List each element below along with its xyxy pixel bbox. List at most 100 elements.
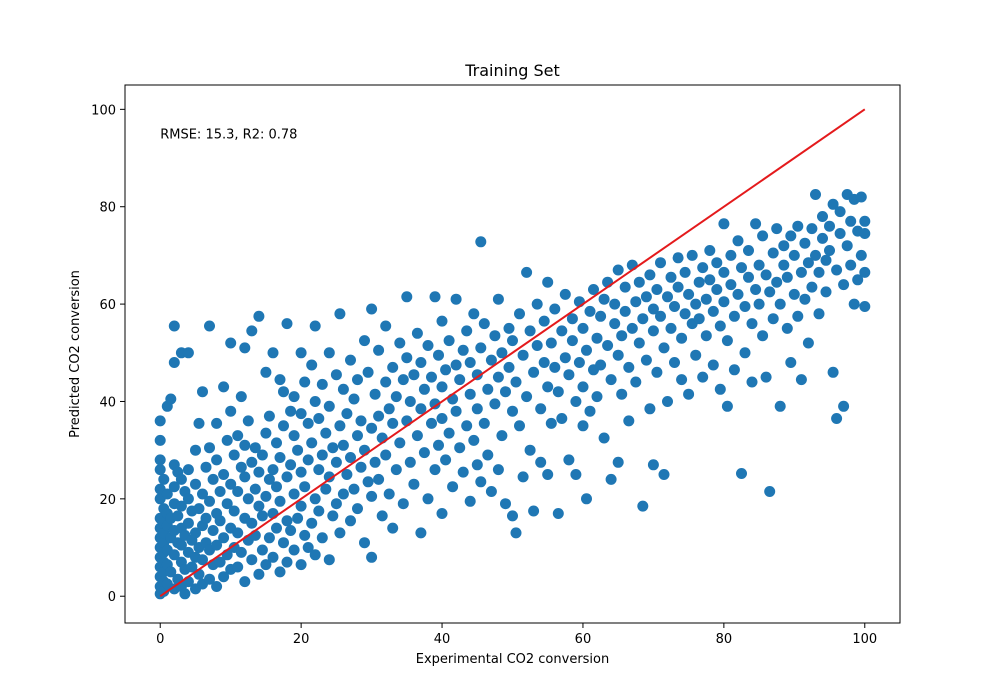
data-point xyxy=(633,276,645,288)
data-point xyxy=(235,391,247,403)
data-point xyxy=(158,473,170,485)
data-point xyxy=(337,383,349,395)
data-point xyxy=(827,198,839,210)
data-point xyxy=(489,330,501,342)
data-point xyxy=(295,466,307,478)
data-point xyxy=(200,512,212,524)
data-point xyxy=(788,249,800,261)
data-point xyxy=(334,527,346,539)
data-point xyxy=(193,417,205,429)
y-tick-label: 40 xyxy=(99,395,116,410)
data-point xyxy=(309,396,321,407)
data-point xyxy=(323,347,335,359)
data-point xyxy=(595,310,607,322)
data-point xyxy=(225,337,237,349)
data-point xyxy=(341,469,353,480)
data-point xyxy=(838,400,850,412)
x-tick-label: 60 xyxy=(575,632,592,647)
data-point xyxy=(404,396,416,407)
data-point xyxy=(450,405,462,417)
data-point xyxy=(390,464,402,476)
data-point xyxy=(563,454,575,466)
data-point xyxy=(503,361,515,373)
data-point xyxy=(507,405,518,417)
data-point xyxy=(207,525,219,536)
data-point xyxy=(306,359,318,371)
data-point xyxy=(616,330,628,342)
data-point xyxy=(475,476,487,488)
data-point xyxy=(316,532,328,544)
data-point xyxy=(771,276,783,288)
data-point xyxy=(461,325,473,337)
data-point xyxy=(313,505,325,517)
data-point xyxy=(369,388,381,400)
data-point xyxy=(263,473,275,485)
data-point xyxy=(662,396,673,407)
data-point xyxy=(285,405,297,417)
data-point xyxy=(510,376,522,388)
x-axis-ticks: 0 20 40 60 80 100 xyxy=(156,623,877,647)
data-point xyxy=(464,357,476,368)
y-tick-label: 100 xyxy=(91,103,116,118)
data-point xyxy=(334,308,346,320)
data-point xyxy=(718,296,730,308)
data-point xyxy=(450,293,462,305)
metrics-annotation: RMSE: 15.3, R2: 0.78 xyxy=(160,128,297,143)
data-point xyxy=(182,464,194,476)
data-point xyxy=(820,254,832,266)
data-point xyxy=(267,551,279,563)
data-point xyxy=(824,245,835,256)
data-point xyxy=(655,310,666,322)
data-point xyxy=(774,400,786,412)
data-point xyxy=(834,228,846,239)
data-point xyxy=(380,376,392,388)
data-point xyxy=(707,359,719,371)
data-point xyxy=(658,469,670,480)
data-point xyxy=(218,532,230,544)
data-point xyxy=(595,359,607,371)
data-point xyxy=(489,398,501,410)
data-point xyxy=(728,364,740,376)
data-point xyxy=(514,308,525,320)
data-point xyxy=(859,301,871,312)
data-point xyxy=(278,537,289,549)
data-point xyxy=(253,568,265,580)
data-point xyxy=(204,495,215,507)
data-point xyxy=(725,249,737,261)
data-point xyxy=(577,322,589,334)
data-point xyxy=(669,357,680,368)
data-point xyxy=(366,551,378,563)
data-point xyxy=(559,288,571,300)
data-point xyxy=(288,544,300,556)
data-point xyxy=(401,291,413,303)
data-point xyxy=(204,320,215,332)
data-point xyxy=(186,561,198,573)
data-point xyxy=(394,337,406,349)
data-point xyxy=(612,264,624,276)
data-point xyxy=(500,498,511,510)
data-point xyxy=(190,444,201,456)
data-point xyxy=(767,247,779,259)
data-point xyxy=(584,305,596,317)
data-point xyxy=(566,335,578,347)
data-point xyxy=(454,442,466,454)
data-point xyxy=(721,400,733,412)
data-point xyxy=(299,529,311,541)
data-point xyxy=(397,374,409,386)
data-point xyxy=(207,473,219,485)
data-point xyxy=(743,271,754,283)
data-point xyxy=(704,274,716,286)
data-point xyxy=(806,281,818,293)
data-point xyxy=(387,522,399,534)
data-point xyxy=(299,376,311,388)
data-point xyxy=(500,386,511,398)
data-point xyxy=(197,488,208,500)
data-point xyxy=(256,510,268,522)
data-point xyxy=(714,320,726,332)
data-point xyxy=(415,357,427,368)
data-point xyxy=(249,442,261,454)
data-point xyxy=(778,240,790,252)
data-point xyxy=(683,388,695,400)
y-axis-label: Predicted CO2 conversion xyxy=(68,270,83,438)
data-point xyxy=(644,269,656,281)
